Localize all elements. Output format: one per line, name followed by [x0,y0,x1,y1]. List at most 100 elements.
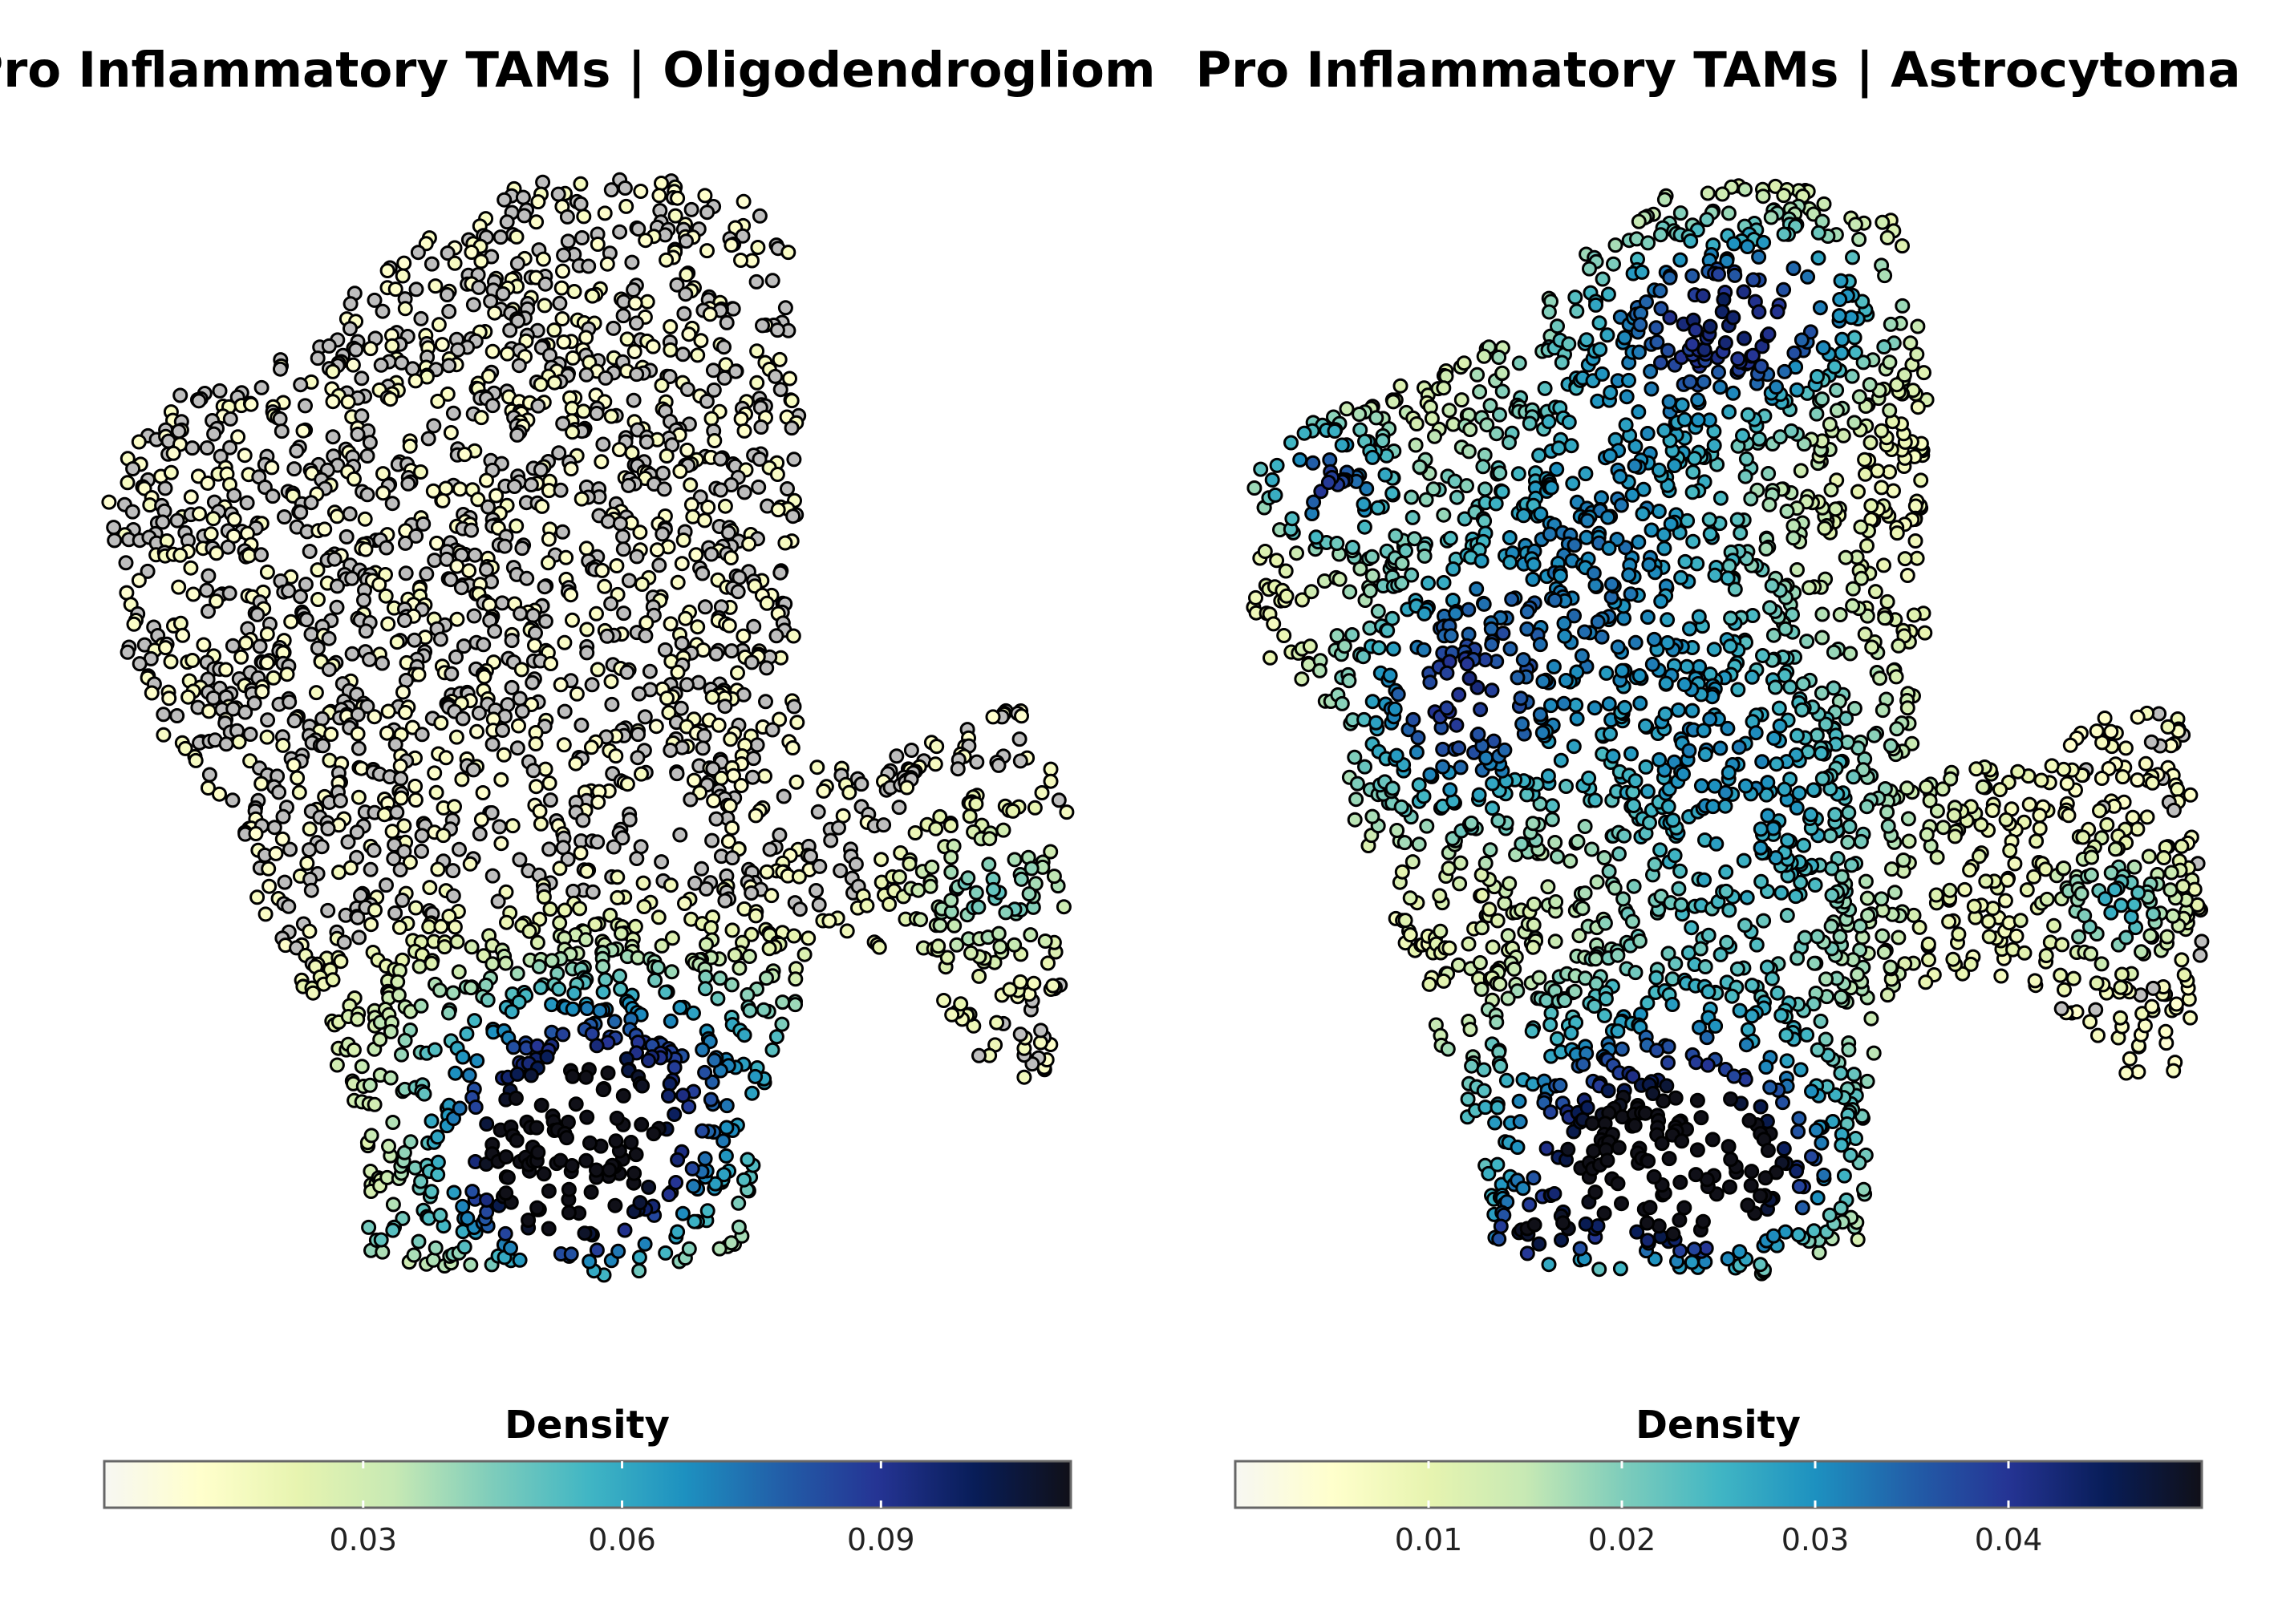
cell-point [1720,885,1733,897]
cell-point [1310,531,1323,544]
cell-point [1614,470,1627,483]
cell-point [785,422,798,435]
cell-point [1777,228,1790,241]
cell-point [1884,318,1897,330]
cell-point [1833,310,1846,322]
cell-point [1764,1081,1777,1094]
cell-point [1810,407,1823,420]
cell-point [1909,500,1922,512]
cell-point [688,1215,701,1228]
cell-point [1719,786,1732,799]
cell-point [404,1136,417,1148]
cell-point [2194,949,2207,962]
cell-point [574,902,586,915]
cell-point [1811,1043,1824,1056]
cell-point [407,1249,420,1262]
cell-point [875,853,888,866]
cell-point [1820,973,1833,986]
cell-point [774,566,787,579]
cell-point [1757,650,1769,662]
cell-point [1891,723,1903,735]
cell-point [2132,1066,2145,1079]
legend-title: Density [505,1403,670,1448]
cell-point [634,1197,646,1209]
cell-point [128,618,140,630]
cell-point [454,483,467,496]
cell-point [542,557,555,569]
cell-point [702,501,715,514]
cell-point [379,589,392,602]
cell-point [301,857,314,869]
cell-point [2135,946,2148,958]
cell-point [987,711,999,723]
cell-point [1370,411,1383,424]
cell-point [1749,727,1762,739]
cell-point [288,463,301,476]
cell-point [1650,971,1663,984]
cell-point [664,879,677,892]
cell-point [1896,240,1909,253]
cell-point [1734,527,1747,540]
cell-point [1968,900,1980,913]
cell-point [1687,466,1700,479]
cell-point [127,463,140,476]
cell-point [890,750,903,763]
cell-point [1613,848,1626,861]
cell-point [660,253,673,266]
cell-point [1881,806,1894,819]
cell-point [1581,514,1594,527]
cell-point [971,755,983,768]
cell-point [683,1242,695,1255]
cell-point [1250,591,1263,604]
cell-point [696,567,709,580]
cell-point [251,891,264,904]
cell-point [784,372,796,385]
cell-point [1564,855,1577,868]
cell-point [810,885,823,897]
cell-point [1511,671,1524,684]
cell-point [1580,334,1593,346]
cell-point [1760,542,1773,555]
cell-point [399,1034,411,1047]
cell-point [1521,605,1534,618]
cell-point [1768,732,1781,745]
cell-point [1544,1106,1557,1119]
cell-point [1770,381,1783,394]
cell-point [273,786,286,799]
cell-point [534,817,547,830]
cell-point [1801,1028,1814,1041]
cell-point [539,615,552,628]
cell-point [391,636,403,649]
cell-point [1473,386,1486,399]
cell-point [1496,367,1509,379]
cell-point [1303,640,1316,653]
cell-point [365,1129,378,1142]
cell-point [1827,646,1840,658]
cell-point [274,412,286,425]
cell-point [1348,813,1361,826]
cell-point [568,286,581,298]
cell-point [468,1014,481,1027]
cell-point [760,662,773,674]
cell-point [266,490,279,503]
cell-point [715,484,728,496]
cell-point [732,1197,745,1209]
cell-point [495,773,508,786]
cell-point [376,305,389,318]
cell-point [622,479,635,492]
cell-point [495,837,508,850]
cell-point [1884,739,1897,752]
cell-point [965,946,978,959]
cell-point [766,274,779,287]
cell-point [1406,856,1419,869]
cell-point [1372,605,1384,618]
cell-point [2057,862,2070,875]
cell-point [1915,474,1927,487]
cell-point [174,389,187,402]
cell-point [2195,935,2208,948]
cell-point [973,1049,986,1062]
cell-point [268,821,281,834]
cell-point [560,551,573,564]
cell-point [498,193,511,206]
cell-point [883,898,896,911]
